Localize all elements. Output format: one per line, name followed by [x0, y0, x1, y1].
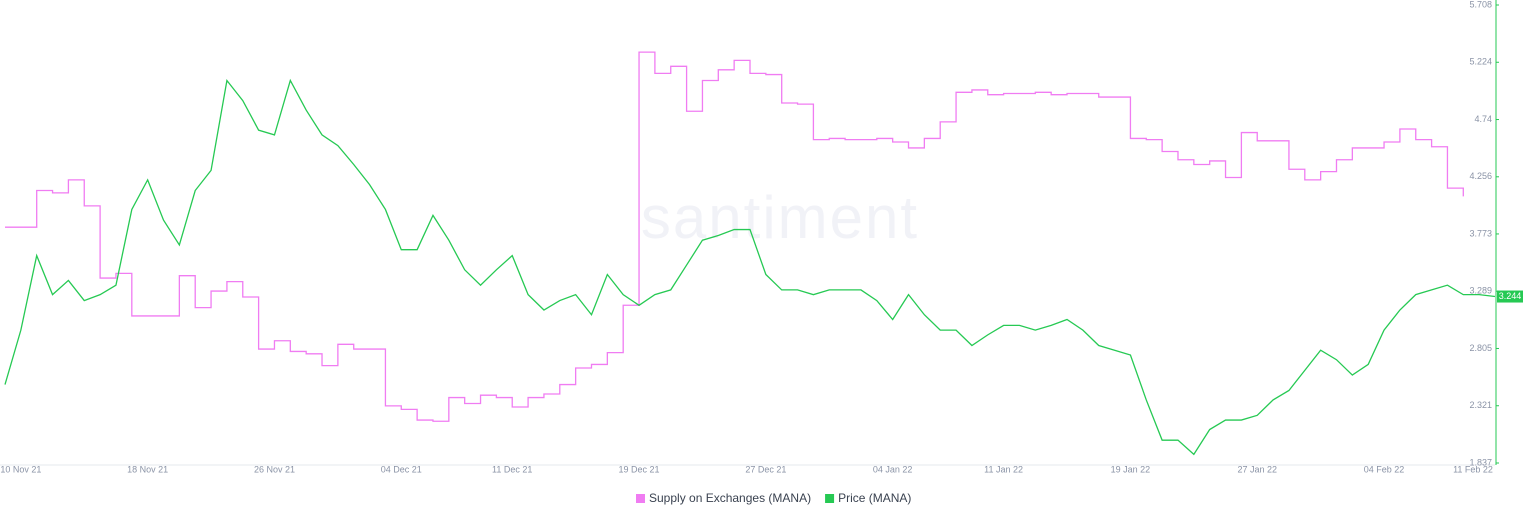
legend-swatch [636, 494, 645, 503]
y-tick-label: 3.289 [1469, 286, 1492, 296]
y-tick-label: 2.321 [1469, 400, 1492, 410]
x-tick-label: 04 Jan 22 [873, 464, 913, 474]
legend-swatch [825, 494, 835, 503]
x-tick-label: 11 Jan 22 [984, 464, 1023, 474]
y-tick-label: 4.256 [1469, 171, 1492, 181]
series-line [4, 78, 1496, 456]
x-tick-label: 26 Nov 21 [254, 464, 295, 474]
y-tick-label: 5.708 [1469, 0, 1492, 9]
x-tick-label: 10 Nov 21 [0, 464, 41, 474]
y-tick-label: 4.74 [1474, 114, 1492, 124]
x-tick-label: 19 Dec 21 [619, 464, 660, 474]
legend: Supply on Exchanges (MANA) Price (MANA) [636, 491, 911, 505]
y-tick-label: 1.837 [1469, 457, 1492, 467]
watermark: santiment [641, 184, 919, 251]
x-tick-label: 04 Dec 21 [381, 464, 422, 474]
y-tick-label: 5.224 [1469, 57, 1492, 67]
x-tick-label: 19 Jan 22 [1111, 464, 1151, 474]
last-value-badge [1497, 290, 1523, 303]
y-tick-label: 2.805 [1469, 343, 1492, 353]
x-tick-label: 04 Feb 22 [1364, 464, 1405, 474]
x-tick-label: 18 Nov 21 [127, 464, 168, 474]
x-tick-label: 27 Dec 21 [745, 464, 786, 474]
y-tick-label: 3.773 [1469, 228, 1492, 238]
legend-label: Supply on Exchanges (MANA) [649, 491, 811, 505]
x-tick-label: 27 Jan 22 [1237, 464, 1277, 474]
legend-label: Price (MANA) [838, 491, 911, 505]
x-tick-label: 11 Dec 21 [492, 464, 532, 474]
series-line [5, 51, 1464, 422]
last-value-label: 3.244 [1499, 291, 1522, 301]
x-tick-label: 11 Feb 22 [1453, 464, 1493, 474]
